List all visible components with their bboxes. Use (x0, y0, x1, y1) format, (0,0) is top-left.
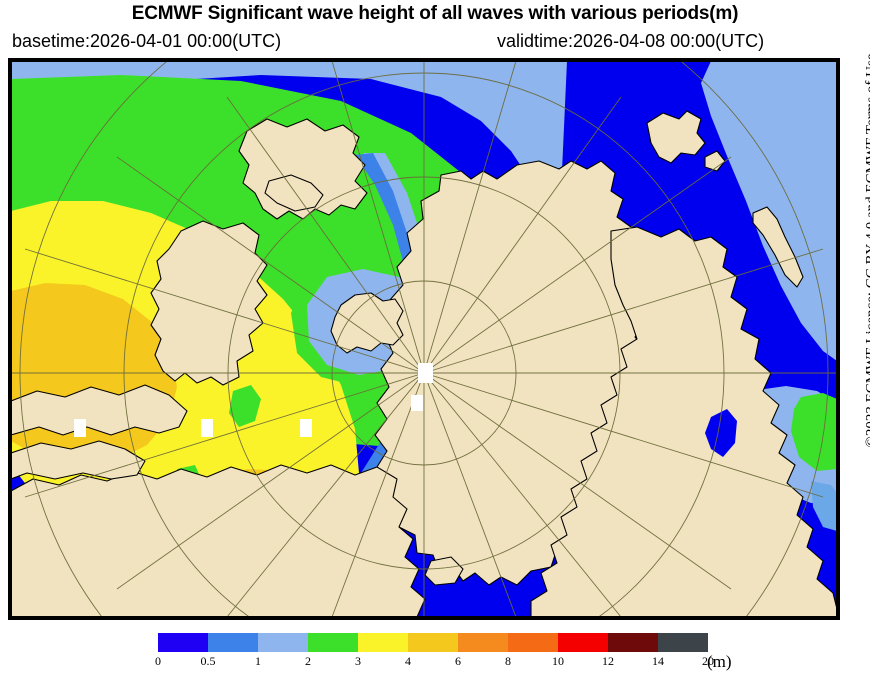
meridian-105e (423, 372, 824, 498)
meridian-135e (423, 372, 622, 617)
colorbar-tick-10: 10 (552, 654, 564, 668)
colorbar-tick-20: 20 (702, 654, 714, 668)
page-title: ECMWF Significant wave height of all wav… (131, 3, 739, 24)
colorbar-segment-8 (558, 633, 608, 652)
grid-label-box-1 (300, 419, 312, 437)
colorbar-segment-6 (458, 633, 508, 652)
colorbar-legend: 0 0.5 1 2 3 4 6 8 10 12 14 20 (m) (0, 628, 870, 678)
meridian-75e (423, 248, 824, 374)
colorbar-tick-2: 2 (305, 654, 311, 668)
colorbar-tick-3: 3 (355, 654, 361, 668)
parallel-80n (331, 280, 517, 466)
land-iceland (330, 292, 404, 354)
land-kola-inlet (705, 409, 737, 457)
basetime-label: basetime:2026-04-01 00:00(UTC) (12, 31, 282, 51)
colorbar-segment-4 (358, 633, 408, 652)
map-frame[interactable] (8, 58, 840, 620)
colorbar-segment-1 (208, 633, 258, 652)
meridian-135w (226, 372, 425, 617)
band-2-3m-sliver-a (229, 385, 261, 427)
meridian-45e (423, 96, 622, 374)
land-victoria-island (11, 440, 146, 480)
colorbar-segment-3 (308, 633, 358, 652)
colorbar-segment-10 (658, 633, 708, 652)
grid-labels (74, 363, 433, 437)
colorbar-tick-0.5: 0.5 (200, 654, 216, 668)
colorbar-tick-0: 0 (155, 654, 161, 668)
colorbar-segment-0 (158, 633, 208, 652)
meridian-75w (24, 248, 425, 374)
meridian-30e (423, 61, 517, 374)
meridian-60e (423, 156, 732, 374)
land-canada-mainland (11, 464, 426, 617)
band-2-3m-barents-patch (791, 393, 837, 471)
colorbar-ticks: 0 0.5 1 2 3 4 6 8 10 12 14 20 (0, 654, 870, 672)
grid-label-box-3 (74, 419, 86, 437)
arctic-wave-height-map[interactable] (11, 61, 837, 617)
grid-label-box-4 (411, 395, 423, 411)
colorbar-tick-4: 4 (405, 654, 411, 668)
colorbar-strip (158, 633, 708, 652)
validtime-label: validtime:2026-04-08 00:00(UTC) (497, 31, 765, 51)
pole-label-box (418, 363, 433, 383)
colorbar-tick-14: 14 (652, 654, 664, 668)
colorbar-segment-9 (608, 633, 658, 652)
land-eurasia (530, 226, 837, 617)
land-novaya-zemlya (752, 206, 804, 288)
band-1-2m-white-sea (811, 481, 837, 531)
colorbar-tick-1: 1 (255, 654, 261, 668)
meridian-30w (331, 61, 425, 374)
land-baffin-island (150, 220, 268, 386)
parallel-60n (123, 72, 725, 617)
meridian-150e (423, 372, 517, 617)
parallel-50n (19, 61, 829, 617)
meridian-120e (423, 372, 732, 590)
meridian-45w (226, 96, 425, 374)
colorbar-segment-7 (508, 633, 558, 652)
meridian-105w (24, 372, 425, 498)
land-arctic-archipelago-west (11, 384, 188, 436)
copyright-notice: ©2023 ECMWF Licence: CC BY 4.0 and ECMWF… (838, 54, 870, 620)
colorbar-tick-12: 12 (602, 654, 614, 668)
grid-label-box-2 (201, 419, 213, 437)
colorbar-tick-6: 6 (455, 654, 461, 668)
colorbar-tick-8: 8 (505, 654, 511, 668)
colorbar-segment-2 (258, 633, 308, 652)
land-svalbard-edge (704, 150, 726, 172)
colorbar-segment-5 (408, 633, 458, 652)
land-devon-island (264, 174, 324, 212)
graticule (11, 61, 837, 617)
meridian-150w (331, 372, 425, 617)
copyright-text: ©2023 ECMWF Licence: CC BY 4.0 and ECMWF… (863, 53, 870, 448)
parallel-70n (227, 176, 621, 570)
land-svalbard (646, 110, 706, 164)
land-greenland-south-peninsula (424, 556, 464, 586)
meridian-60w (116, 156, 425, 374)
colorbar-unit-label: (m) (707, 652, 732, 671)
meridian-120w (116, 372, 425, 590)
